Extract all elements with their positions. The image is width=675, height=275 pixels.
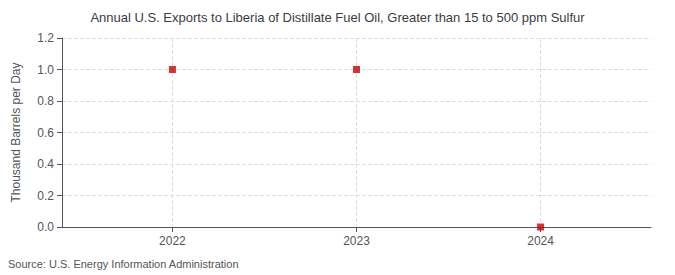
svg-text:0.4: 0.4 <box>37 157 54 171</box>
svg-text:Thousand Barrels per Day: Thousand Barrels per Day <box>9 62 23 202</box>
svg-text:2024: 2024 <box>527 234 554 248</box>
svg-text:0.2: 0.2 <box>37 189 54 203</box>
svg-text:0.0: 0.0 <box>37 220 54 234</box>
svg-text:1.0: 1.0 <box>37 63 54 77</box>
svg-text:0.6: 0.6 <box>37 126 54 140</box>
svg-text:0.8: 0.8 <box>37 94 54 108</box>
svg-text:2022: 2022 <box>159 234 186 248</box>
svg-text:1.2: 1.2 <box>37 31 54 45</box>
svg-text:Source: U.S. Energy Informatio: Source: U.S. Energy Information Administ… <box>8 258 239 270</box>
svg-text:Annual U.S. Exports to Liberia: Annual U.S. Exports to Liberia of Distil… <box>90 10 585 25</box>
svg-text:2023: 2023 <box>343 234 370 248</box>
